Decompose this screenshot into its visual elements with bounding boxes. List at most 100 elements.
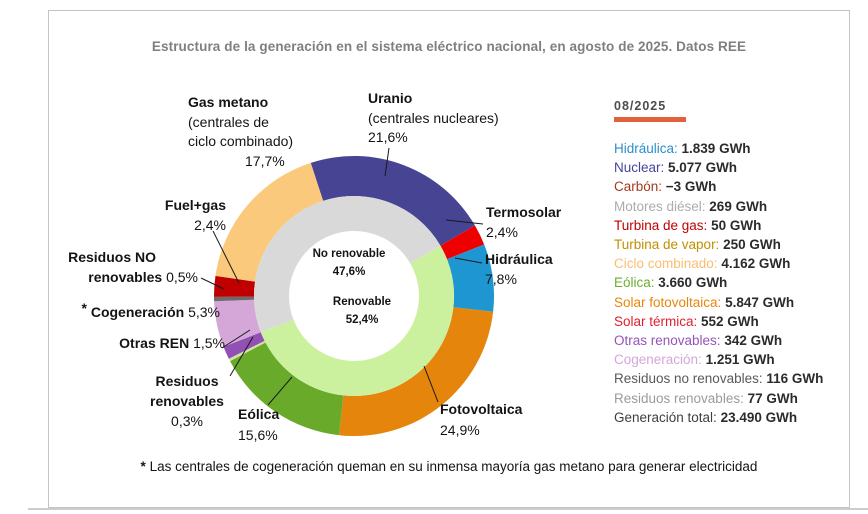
callout-line: Residuos NO	[68, 247, 156, 267]
callout-text: Renovable	[332, 296, 392, 308]
window-bottom-edge	[28, 508, 868, 510]
legend-row: Otras renovables: 342 GWh	[614, 331, 854, 350]
callout-text: (centrales nucleares)	[368, 109, 499, 126]
callout-text: No renovable	[312, 248, 386, 260]
legend-row: Turbina de gas: 50 GWh	[614, 216, 854, 235]
donut-slice-3	[339, 307, 494, 436]
legend-value: 116 GWh	[766, 371, 824, 387]
callout-text: 1,5%	[193, 335, 225, 351]
callout-line: 15,6%	[238, 425, 279, 446]
callout-line: (centrales de	[188, 113, 293, 133]
callout-line: No renovable	[313, 245, 386, 263]
legend-value: 1.251 GWh	[705, 352, 775, 368]
callout-text: Fuel+gas	[164, 197, 226, 213]
legend-row: Residuos no renovables: 116 GWh	[614, 369, 854, 388]
callout-gas-metano: Gas metano (centrales de ciclo combinado) 1…	[188, 93, 293, 171]
period-underline	[614, 117, 686, 122]
inner-ring-segment	[253, 195, 441, 333]
legend-row: Motores diésel: 269 GWh	[614, 197, 854, 216]
callout-line: renovables 0,5%	[68, 267, 198, 287]
legend-value: 23.490 GWh	[720, 409, 798, 425]
legend-value: 5.847 GWh	[725, 294, 795, 310]
callout-line: Otras REN 1,5%	[119, 334, 225, 354]
donut-slice-4	[230, 342, 344, 436]
callout-text: 24,9%	[440, 422, 480, 438]
donut-slice-8	[214, 296, 255, 302]
callout-text: 52,4%	[345, 314, 379, 326]
donut-slice-9	[213, 275, 256, 297]
callout-line: renovables	[150, 391, 224, 411]
legend-value: 342 GWh	[724, 333, 783, 349]
legend-label: Eólica:	[614, 275, 659, 291]
donut-slice-2	[446, 244, 495, 312]
callout-text: Cogeneración	[90, 304, 189, 320]
leader-line-residuos-renovables	[229, 336, 254, 377]
footnote-text: Las centrales de cogeneración queman en …	[145, 459, 758, 474]
callout-text: 2,4%	[194, 217, 226, 233]
callout-text: Termosolar	[486, 204, 562, 220]
legend-value: 269 GWh	[709, 198, 768, 214]
legend-label: Residuos renovables:	[614, 390, 748, 406]
legend-row: Nuclear: 5.077 GWh	[614, 158, 854, 177]
page-title: Estructura de la generación en el sistem…	[151, 39, 747, 54]
footnote: * Las centrales de cogeneración queman e…	[48, 459, 850, 474]
legend-label: Turbina de gas:	[614, 217, 712, 233]
donut-outer-ring	[213, 155, 495, 436]
callout-termosolar: Termosolar 2,4%	[486, 202, 561, 242]
callout-center-no-renovable: No renovable 47,6%	[313, 245, 386, 281]
callout-line: 17,7%	[188, 152, 293, 172]
leader-line-fotovoltaica	[423, 365, 439, 403]
callout-fotovoltaica: Fotovoltaica 24,9%	[440, 399, 522, 441]
callout-line: Renovable	[333, 293, 391, 311]
callout-uranio: Uranio (centrales nucleares) 21,6%	[368, 89, 499, 148]
callout-text: Gas metano	[188, 94, 269, 110]
legend-label: Solar fotovoltaica:	[614, 294, 726, 310]
legend-value: 4.162 GWh	[721, 256, 791, 272]
callout-line: * Cogeneración 5,3%	[81, 300, 220, 323]
callout-text: 0,3%	[171, 413, 203, 429]
callout-residuos-renovables: Residuos renovables 0,3%	[150, 371, 224, 431]
callout-text: Eólica	[238, 406, 280, 422]
callout-text: renovables	[150, 393, 224, 409]
callout-line: 21,6%	[368, 128, 499, 148]
leader-line-eolica	[267, 376, 293, 406]
callout-line: 0,3%	[150, 411, 224, 431]
donut-slice-6	[223, 332, 265, 359]
legend-row: Cogeneración: 1.251 GWh	[614, 350, 854, 369]
callout-line: Eólica	[238, 404, 279, 425]
callout-text: 15,6%	[238, 427, 278, 443]
callout-line: 24,9%	[440, 420, 522, 441]
leader-lines	[200, 147, 484, 406]
inner-ring-segment	[260, 245, 454, 396]
callout-cogeneracion: * Cogeneración 5,3%	[81, 300, 220, 323]
monthly-data-panel: 08/2025 Hidráulica: 1.839 GWh Nuclear: 5.…	[614, 99, 854, 427]
callout-text: 47,6%	[332, 266, 366, 278]
legend-row: Generación total: 23.490 GWh	[614, 408, 854, 427]
callout-line: Gas metano	[188, 93, 293, 113]
callout-text: 17,7%	[245, 152, 285, 169]
legend-value: 77 GWh	[747, 390, 798, 406]
callout-residuos-no: Residuos NO renovables 0,5%	[68, 247, 198, 287]
callout-line: Hidráulica	[485, 249, 553, 269]
legend-row: Ciclo combinado: 4.162 GWh	[614, 254, 854, 273]
legend-value: 5.077 GWh	[668, 160, 738, 176]
callout-line: 2,4%	[486, 222, 561, 242]
legend-row: Residuos renovables: 77 GWh	[614, 389, 854, 408]
callout-text: Otras REN	[119, 335, 194, 351]
legend-label: Carbón:	[614, 179, 666, 195]
leader-line-otras-ren	[221, 329, 251, 349]
legend-label: Generación total:	[614, 409, 721, 425]
callout-text: ciclo combinado)	[188, 133, 294, 149]
callout-text: Residuos	[155, 373, 219, 389]
callout-line: (centrales nucleares)	[368, 109, 499, 129]
callout-line: 7,8%	[485, 269, 553, 289]
callout-line: 47,6%	[313, 263, 386, 281]
callout-hidraulica: Hidráulica 7,8%	[485, 249, 553, 289]
callout-line: Termosolar	[486, 202, 561, 222]
legend-row: Solar térmica: 552 GWh	[614, 312, 854, 331]
callout-text: 21,6%	[368, 129, 408, 145]
callout-text: 2,4%	[486, 224, 518, 240]
legend-label: Hidráulica:	[614, 141, 682, 156]
callout-text: (centrales de	[188, 113, 269, 130]
callout-text: *	[81, 300, 91, 316]
